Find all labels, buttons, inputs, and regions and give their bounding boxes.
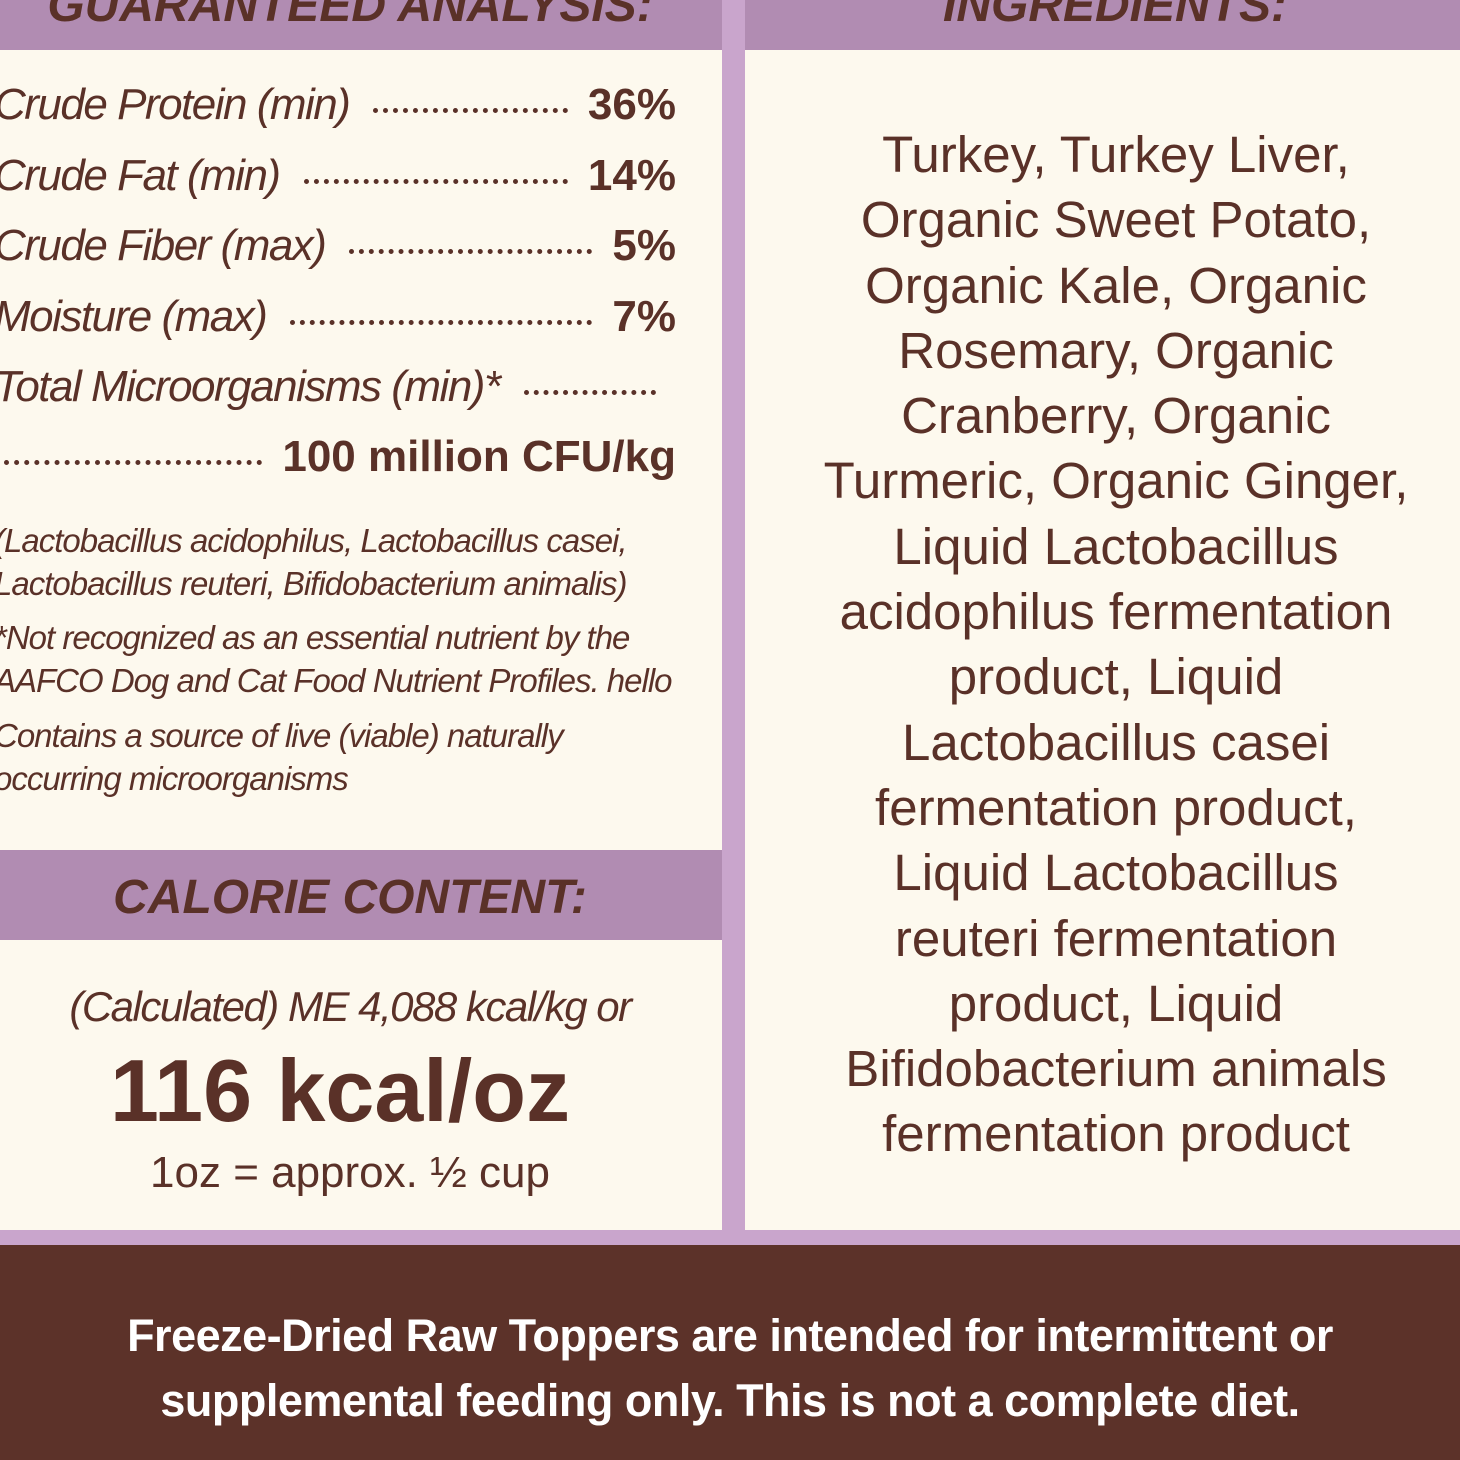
footer	[0, 1245, 1460, 1460]
ingredient-line: Liquid Lactobacillus	[893, 517, 1339, 575]
ingredient-line: reuteri fermentation	[894, 909, 1338, 967]
calorie-calculated: (Calculated) ME 4,088 kcal/kg or	[69, 983, 632, 1030]
analysis-row: Crude Fiber (max) 5%	[0, 221, 676, 281]
footer-text: Freeze-Dried Raw Toppers are intended fo…	[0, 1303, 1460, 1433]
ingredients-panel	[745, 0, 1460, 1230]
analysis-row: Crude Fat (min) 14%	[0, 151, 676, 211]
analysis-title: GUARANTEED ANALYSIS:	[47, 0, 653, 32]
ingredient-line: product, Liquid	[948, 648, 1284, 706]
calorie-header	[0, 850, 722, 940]
row-label: Moisture (max)	[0, 291, 268, 341]
note-line: Lactobacillus reuteri, Bifidobacterium a…	[0, 565, 627, 602]
row-label: Crude Protein (min)	[0, 80, 351, 129]
row-label: Crude Fiber (max)	[0, 221, 327, 270]
ingredient-line: fermentation product,	[875, 778, 1357, 836]
note-line: Contains a source of live (viable) natur…	[0, 717, 564, 754]
ingredient-line: fermentation product	[882, 1105, 1350, 1163]
footer-line: supplemental feeding only. This is not a…	[160, 1375, 1300, 1426]
note-line: *Not recognized as an essential nutrient…	[0, 619, 630, 656]
calorie-per-oz: 116 kcal/oz	[110, 1041, 570, 1140]
ingredient-line: product, Liquid	[948, 974, 1284, 1032]
ingredients-text: Turkey, Turkey Liver, Organic Sweet Potat…	[745, 122, 1460, 1167]
analysis-row: Total Microorganisms (min)*	[0, 362, 676, 422]
microorganisms-value: 100 million CFU/kg	[282, 432, 676, 481]
ingredient-line: acidophilus fermentation	[839, 583, 1393, 641]
row-value: 14%	[587, 150, 676, 200]
note-line: (Lactobacillus acidophilus, Lactobacillu…	[0, 522, 628, 559]
ingredients-title: INGREDIENTS:	[942, 0, 1287, 32]
footer-line: Freeze-Dried Raw Toppers are intended fo…	[127, 1310, 1333, 1361]
ingredient-line: Organic Sweet Potato,	[860, 191, 1372, 249]
ingredient-line: Bifidobacterium animals	[845, 1040, 1387, 1098]
note-line: occurring microorganisms	[0, 760, 349, 797]
ingredient-line: Rosemary, Organic	[898, 321, 1334, 379]
ingredients-header	[745, 0, 1460, 50]
calorie-title: CALORIE CONTENT:	[113, 871, 587, 924]
row-value: 36%	[587, 80, 676, 129]
row-value: 5%	[612, 221, 676, 270]
row-leader	[303, 178, 568, 184]
analysis-row: Crude Protein (min) 36%	[0, 80, 676, 140]
microorganisms-row: 100 million CFU/kg	[0, 432, 676, 492]
ingredient-line: Organic Kale, Organic	[865, 256, 1367, 314]
ingredient-line: Liquid Lactobacillus	[893, 844, 1339, 902]
ingredient-line: Cranberry, Organic	[901, 387, 1331, 445]
ingredient-line: Turkey, Turkey Liver,	[882, 126, 1350, 183]
row-leader	[290, 319, 593, 325]
row-leader	[523, 390, 656, 395]
row-leader	[349, 249, 593, 254]
analysis-row: Moisture (max) 7%	[0, 292, 676, 352]
ingredient-line: Turmeric, Organic Ginger,	[823, 452, 1409, 510]
analysis-header	[0, 0, 722, 50]
row-label: Total Microorganisms (min)*	[0, 362, 501, 411]
row-value: 7%	[612, 291, 676, 341]
row-label: Crude Fat (min)	[0, 150, 281, 200]
analysis-panel	[0, 0, 722, 1230]
ingredient-line: Lactobacillus casei	[901, 713, 1331, 771]
calorie-serving: 1oz = approx. ½ cup	[150, 1148, 550, 1197]
note-line: AAFCO Dog and Cat Food Nutrient Profiles…	[0, 662, 673, 699]
row-leader	[373, 108, 568, 113]
